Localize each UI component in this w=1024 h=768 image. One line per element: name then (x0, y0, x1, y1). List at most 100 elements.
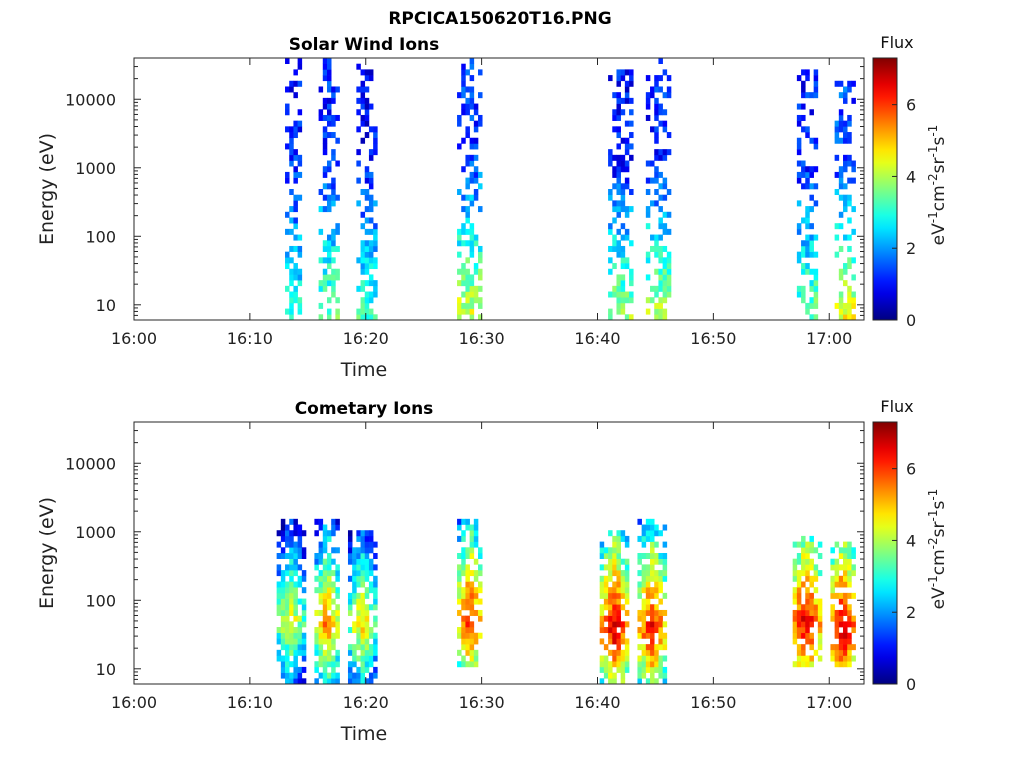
spectrogram-cell (809, 240, 814, 247)
spectrogram-cell (276, 592, 282, 599)
spectrogram-cell (373, 672, 378, 679)
spectrogram-cell (662, 126, 668, 133)
spectrogram-cell (352, 564, 357, 571)
spectrogram-cell (373, 632, 378, 639)
spectrogram-cell (280, 547, 286, 554)
spectrogram-cell (368, 240, 374, 247)
spectrogram-cell (817, 541, 823, 548)
spectrogram-cell (843, 604, 848, 611)
spectrogram-cell (368, 558, 374, 565)
spectrogram-cell (285, 263, 290, 270)
spectrogram-cell (469, 114, 475, 121)
spectrogram-cell (368, 183, 374, 190)
spectrogram-cell (813, 570, 819, 577)
spectrogram-cell (331, 183, 336, 190)
spectrogram-cell (293, 217, 298, 224)
spectrogram-cell (658, 109, 663, 116)
spectrogram-cell (838, 245, 844, 252)
spectrogram-cell (478, 274, 483, 281)
spectrogram-cell (662, 308, 668, 315)
spectrogram-cell (335, 547, 340, 554)
spectrogram-cell (356, 644, 361, 651)
spectrogram-cell (805, 570, 810, 577)
spectrogram-cell (654, 604, 659, 611)
spectrogram-cell (658, 257, 663, 264)
plot-area (134, 58, 864, 320)
spectrogram-cell (650, 547, 655, 554)
spectrogram-cell (360, 553, 366, 559)
spectrogram-cell (851, 627, 856, 634)
spectrogram-cell (801, 285, 806, 292)
spectrogram-cell (616, 592, 621, 599)
spectrogram-cell (276, 564, 282, 571)
spectrogram-cell (285, 644, 290, 651)
spectrogram-cell (318, 598, 324, 605)
spectrogram-cell (620, 69, 626, 76)
spectrogram-cell (805, 655, 810, 662)
spectrogram-cell (461, 615, 466, 622)
spectrogram-cell (847, 638, 852, 645)
spectrogram-cell (629, 189, 634, 195)
spectrogram-cell (465, 211, 470, 218)
spectrogram-cell (612, 655, 617, 662)
spectrogram-cell (289, 553, 294, 559)
spectrogram-cell (843, 581, 848, 588)
spectrogram-cell (834, 558, 840, 565)
spectrogram-cell (847, 615, 852, 622)
spectrogram-cell (616, 530, 621, 537)
spectrogram-cell (322, 114, 328, 121)
spectrogram-cell (469, 621, 475, 628)
spectrogram-cell (612, 114, 617, 121)
spectrogram-cell (469, 274, 475, 281)
spectrogram-cell (368, 530, 374, 537)
spectrogram-cell (624, 291, 630, 298)
spectrogram-cell (364, 678, 370, 685)
spectrogram-cell (331, 587, 336, 594)
spectrogram-cell (331, 86, 336, 93)
spectrogram-cell (809, 92, 814, 99)
spectrogram-cell (801, 564, 806, 571)
spectrogram-cell (360, 649, 366, 656)
spectrogram-cell (326, 564, 332, 571)
spectrogram-cell (801, 263, 806, 270)
colorbar-units-label: eV-1​cm-2​sr-1​s-1​ (926, 125, 949, 246)
spectrogram-cell (293, 274, 298, 281)
spectrogram-cell (289, 160, 294, 167)
spectrogram-cell (658, 285, 663, 292)
spectrogram-cell (641, 598, 647, 605)
spectrogram-cell (813, 251, 819, 258)
spectrogram-cell (603, 564, 609, 571)
spectrogram-cell (662, 69, 668, 76)
spectrogram-cell (368, 274, 374, 281)
spectrogram-cell (465, 109, 470, 116)
spectrogram-cell (666, 132, 672, 139)
y-tick-label: 1000 (75, 159, 116, 178)
spectrogram-cell (280, 553, 286, 559)
spectrogram-cell (650, 570, 655, 577)
spectrogram-cell (289, 143, 294, 150)
spectrogram-cell (276, 655, 282, 662)
x-tick-label: 16:10 (227, 329, 273, 348)
spectrogram-cell (662, 644, 668, 651)
plot-area (134, 422, 864, 684)
spectrogram-cell (293, 661, 298, 668)
spectrogram-cell (289, 644, 294, 651)
spectrogram-cell (368, 251, 374, 258)
spectrogram-cell (326, 644, 332, 651)
spectrogram-cell (473, 240, 479, 247)
spectrogram-cell (285, 627, 290, 634)
spectrogram-cell (347, 604, 353, 611)
spectrogram-cell (473, 535, 479, 542)
spectrogram-cell (624, 177, 630, 184)
spectrogram-cell (612, 621, 617, 628)
spectrogram-cell (322, 240, 328, 247)
spectrogram-cell (847, 575, 852, 582)
spectrogram-cell (326, 58, 332, 64)
spectrogram-cell (280, 570, 286, 577)
spectrogram-cell (276, 570, 282, 577)
spectrogram-cell (335, 245, 340, 252)
spectrogram-cell (314, 575, 319, 582)
spectrogram-cell (608, 75, 613, 82)
spectrogram-cell (364, 302, 370, 309)
y-axis-label: Energy (eV) (36, 133, 58, 245)
